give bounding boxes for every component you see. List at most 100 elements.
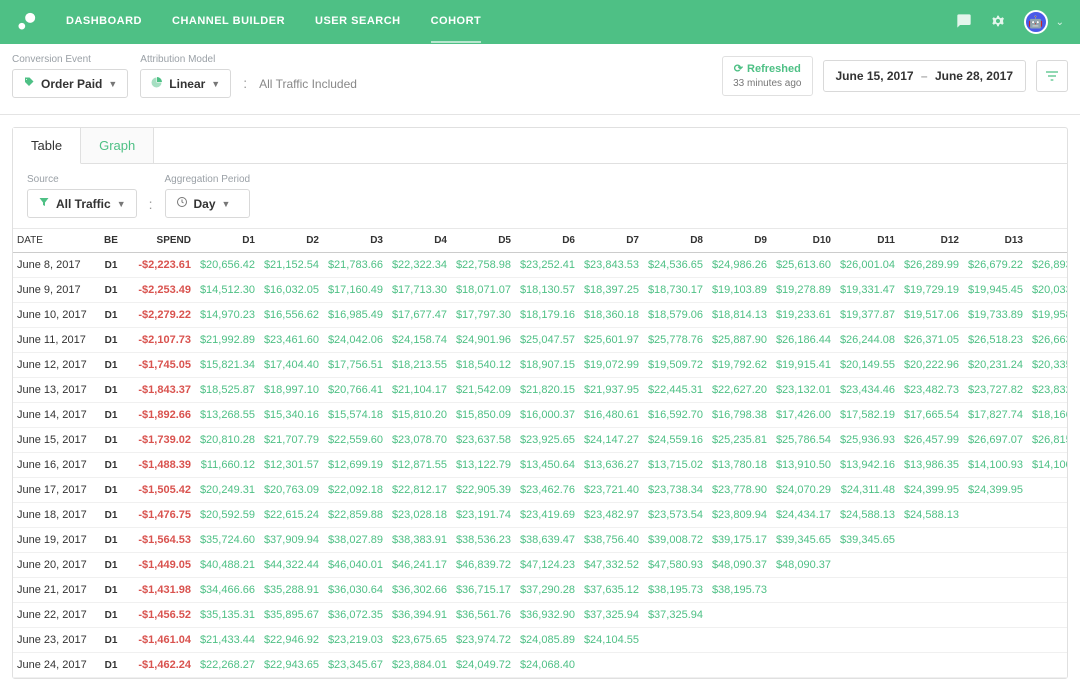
col-d12[interactable]: D12 xyxy=(899,229,963,253)
cell-d: $15,850.09 xyxy=(451,403,515,428)
nav-item-user-search[interactable]: USER SEARCH xyxy=(315,1,401,43)
cell-d: $36,561.76 xyxy=(451,603,515,628)
col-d9[interactable]: D9 xyxy=(707,229,771,253)
cell-d: $23,738.34 xyxy=(643,478,707,503)
cell-d: $17,426.00 xyxy=(771,403,835,428)
cell-d: $48,090.37 xyxy=(771,553,835,578)
cell-d: $18,814.13 xyxy=(707,303,771,328)
conversion-event-dropdown[interactable]: Order Paid ▼ xyxy=(12,69,128,98)
cell-be: D1 xyxy=(95,478,127,503)
cell-date: June 10, 2017 xyxy=(13,303,95,328)
cell-date: June 18, 2017 xyxy=(13,503,95,528)
col-d6[interactable]: D6 xyxy=(515,229,579,253)
cell-date: June 8, 2017 xyxy=(13,253,95,278)
col-d10[interactable]: D10 xyxy=(771,229,835,253)
sub-filters: Source All Traffic ▼ : Aggregation Perio… xyxy=(13,164,1067,228)
cell-d: $23,462.76 xyxy=(515,478,579,503)
cell-d: $47,332.52 xyxy=(579,553,643,578)
cell-spend: -$1,461.04 xyxy=(127,628,195,653)
cell-date: June 16, 2017 xyxy=(13,453,95,478)
tab-table[interactable]: Table xyxy=(13,128,81,164)
cell-d: $14,100.93 xyxy=(963,453,1027,478)
cell-d: $22,905.39 xyxy=(451,478,515,503)
cell-d: $22,943.65 xyxy=(259,653,323,678)
cell-d: $13,942.16 xyxy=(835,453,899,478)
gear-icon[interactable] xyxy=(990,13,1006,32)
clock-icon xyxy=(176,196,188,211)
avatar[interactable]: 🤖 xyxy=(1024,10,1048,34)
cell-d xyxy=(963,603,1027,628)
cell-d: $23,191.74 xyxy=(451,503,515,528)
source-dropdown[interactable]: All Traffic ▼ xyxy=(27,189,137,218)
agg-label: Aggregation Period xyxy=(165,174,251,185)
col-d11[interactable]: D11 xyxy=(835,229,899,253)
cell-d: $23,925.65 xyxy=(515,428,579,453)
col-d4[interactable]: D4 xyxy=(387,229,451,253)
cell-d: $26,697.07 xyxy=(963,428,1027,453)
cell-d: $17,797.30 xyxy=(451,303,515,328)
logo[interactable] xyxy=(16,12,36,32)
col-d13[interactable]: D13 xyxy=(963,229,1027,253)
tab-graph[interactable]: Graph xyxy=(81,128,154,163)
cell-d: $16,798.38 xyxy=(707,403,771,428)
cell-d: $39,008.72 xyxy=(643,528,707,553)
cell-spend: -$1,476.75 xyxy=(127,503,195,528)
col-d8[interactable]: D8 xyxy=(643,229,707,253)
cell-date: June 14, 2017 xyxy=(13,403,95,428)
cell-d: $22,946.92 xyxy=(259,628,323,653)
table-row: June 13, 2017D1-$1,843.37$18,525.87$18,9… xyxy=(13,378,1067,403)
cell-d: $17,160.49 xyxy=(323,278,387,303)
date-range-picker[interactable]: June 15, 2017 – June 28, 2017 xyxy=(823,60,1027,92)
col-d2[interactable]: D2 xyxy=(259,229,323,253)
tabs: Table Graph xyxy=(13,128,1067,164)
col-spend[interactable]: SPEND xyxy=(127,229,195,253)
table-row: June 22, 2017D1-$1,456.52$35,135.31$35,8… xyxy=(13,603,1067,628)
cell-be: D1 xyxy=(95,378,127,403)
col-d7[interactable]: D7 xyxy=(579,229,643,253)
col-d1[interactable]: D1 xyxy=(195,229,259,253)
cell-d xyxy=(1027,503,1067,528)
source-group: Source All Traffic ▼ xyxy=(27,174,137,218)
col-d3[interactable]: D3 xyxy=(323,229,387,253)
cell-d: $20,249.31 xyxy=(195,478,259,503)
cell-d: $19,233.61 xyxy=(771,303,835,328)
cell-date: June 22, 2017 xyxy=(13,603,95,628)
nav-item-channel-builder[interactable]: CHANNEL BUILDER xyxy=(172,1,285,43)
attribution-model-dropdown[interactable]: Linear ▼ xyxy=(140,69,231,98)
date-sep: – xyxy=(917,69,932,83)
cell-d: $22,627.20 xyxy=(707,378,771,403)
sort-button[interactable] xyxy=(1036,60,1068,92)
cell-spend: -$2,279.22 xyxy=(127,303,195,328)
cell-d: $40,488.21 xyxy=(195,553,259,578)
cell-d: $21,707.79 xyxy=(259,428,323,453)
cell-d: $38,027.89 xyxy=(323,528,387,553)
cell-d: $35,895.67 xyxy=(259,603,323,628)
col-be[interactable]: BE xyxy=(95,229,127,253)
cell-d: $24,536.65 xyxy=(643,253,707,278)
col-d5[interactable]: D5 xyxy=(451,229,515,253)
cell-be: D1 xyxy=(95,253,127,278)
col-d14[interactable]: D14 xyxy=(1027,229,1067,253)
cell-d: $38,756.40 xyxy=(579,528,643,553)
cell-spend: -$2,253.49 xyxy=(127,278,195,303)
cell-d: $22,092.18 xyxy=(323,478,387,503)
cell-d: $18,397.25 xyxy=(579,278,643,303)
col-date[interactable]: DATE xyxy=(13,229,95,253)
cell-be: D1 xyxy=(95,403,127,428)
nav-item-dashboard[interactable]: DASHBOARD xyxy=(66,1,142,43)
cell-d xyxy=(771,653,835,678)
cell-d xyxy=(963,653,1027,678)
cell-d: $25,047.57 xyxy=(515,328,579,353)
agg-dropdown[interactable]: Day ▼ xyxy=(165,189,251,218)
cell-d: $18,360.18 xyxy=(579,303,643,328)
cell-d: $23,219.03 xyxy=(323,628,387,653)
nav-item-cohort[interactable]: COHORT xyxy=(431,1,482,43)
cell-d xyxy=(579,653,643,678)
user-menu-chevron-icon[interactable]: ⌄ xyxy=(1056,17,1064,28)
cell-d xyxy=(963,628,1027,653)
chat-icon[interactable] xyxy=(956,13,972,32)
refresh-button[interactable]: ⟳Refreshed 33 minutes ago xyxy=(722,56,812,95)
cell-date: June 11, 2017 xyxy=(13,328,95,353)
cell-spend: -$1,488.39 xyxy=(127,453,195,478)
cell-d xyxy=(835,603,899,628)
